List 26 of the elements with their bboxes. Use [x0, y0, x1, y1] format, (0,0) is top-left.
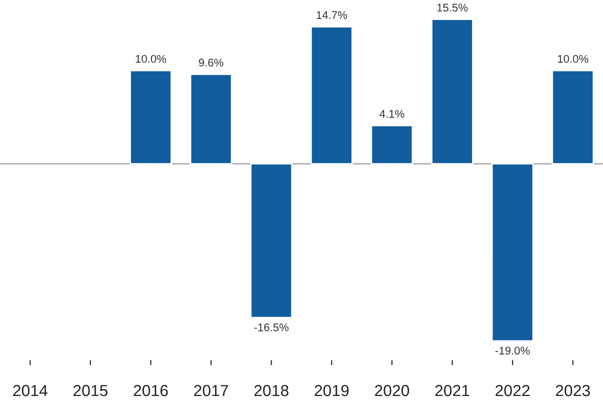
data-label: -16.5%	[254, 323, 289, 332]
bar	[190, 74, 232, 164]
x-tick-label: 2015	[73, 384, 108, 396]
x-tick-label: 2019	[314, 384, 349, 396]
bar	[310, 26, 353, 164]
x-tick-label: 2018	[254, 384, 288, 396]
data-label: 10.0%	[136, 54, 166, 63]
x-tick-label: 2014	[13, 384, 48, 396]
bar	[491, 163, 534, 342]
x-tick-label: 2022	[496, 384, 530, 396]
data-label: -19.0%	[495, 346, 530, 355]
x-tick-label: 2021	[435, 384, 470, 396]
data-label: 4.1%	[380, 110, 404, 118]
bar	[130, 70, 172, 164]
x-tick-label: 2016	[134, 384, 168, 396]
data-label: 15.5%	[437, 4, 468, 12]
x-tick-label: 2017	[194, 384, 228, 396]
data-label: 10.0%	[558, 54, 588, 63]
data-label: 14.7%	[316, 11, 348, 19]
x-tick-label: 2023	[556, 384, 590, 396]
data-label: 9.6%	[198, 58, 224, 67]
bar	[370, 124, 414, 164]
bar	[552, 70, 594, 164]
bar	[431, 18, 474, 164]
bar	[250, 163, 293, 318]
x-tick-label: 2020	[374, 384, 410, 396]
